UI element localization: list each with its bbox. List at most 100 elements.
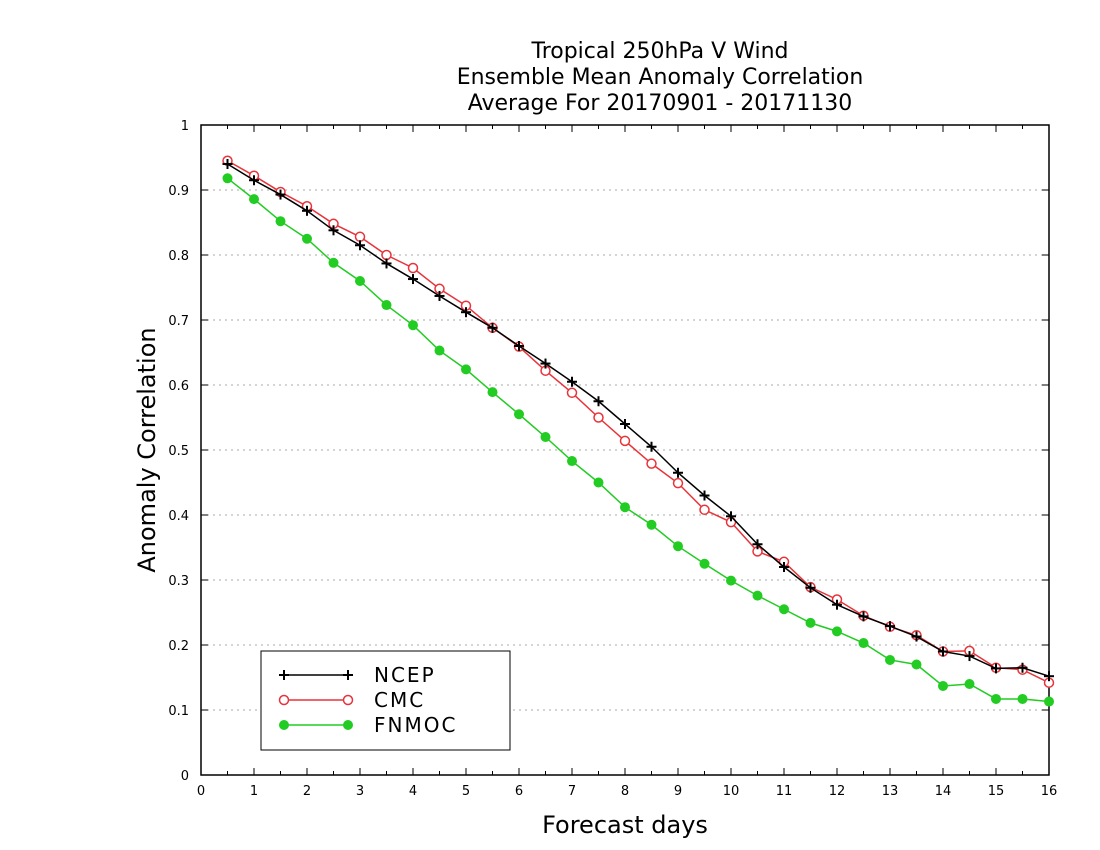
data-point-fnmoc xyxy=(911,659,922,670)
data-point-ncep xyxy=(858,611,869,622)
data-point-fnmoc xyxy=(832,626,842,637)
legend-marker xyxy=(343,670,353,680)
y-tick-label: 0.3 xyxy=(168,574,189,589)
data-point-ncep xyxy=(620,419,630,429)
legend-marker xyxy=(279,720,289,730)
y-tick-label: 0.2 xyxy=(168,639,189,654)
series-line-cmc xyxy=(227,160,1050,684)
x-tick-label: 12 xyxy=(829,784,846,799)
data-point-fnmoc xyxy=(593,477,604,488)
data-point-cmc xyxy=(407,262,419,274)
y-tick-label: 1 xyxy=(181,119,189,134)
data-point-ncep xyxy=(991,663,1001,674)
data-point-ncep xyxy=(222,159,233,169)
data-point-fnmoc xyxy=(514,409,524,420)
data-point-fnmoc xyxy=(461,364,471,375)
data-point-ncep xyxy=(726,511,736,522)
x-axis-label: Forecast days xyxy=(542,811,708,839)
data-point-fnmoc xyxy=(487,387,498,398)
legend-label: NCEP xyxy=(374,663,436,687)
data-point-ncep xyxy=(593,396,604,407)
x-tick-label: 3 xyxy=(356,784,364,799)
data-point-ncep xyxy=(805,582,816,593)
data-point-ncep xyxy=(487,322,498,333)
x-tick-label: 2 xyxy=(303,784,311,799)
series-group xyxy=(222,155,1055,707)
legend-marker xyxy=(342,694,354,706)
series-line-ncep xyxy=(227,163,1050,677)
data-point-ncep xyxy=(567,376,577,387)
data-point-fnmoc xyxy=(752,590,763,601)
y-tick-label: 0.5 xyxy=(168,444,189,459)
data-point-cmc xyxy=(354,231,366,243)
data-point-fnmoc xyxy=(964,679,975,689)
y-tick-label: 0.6 xyxy=(168,379,189,394)
data-point-ncep xyxy=(302,205,312,216)
data-point-cmc xyxy=(381,249,392,261)
data-point-ncep xyxy=(381,258,392,269)
data-point-ncep xyxy=(832,599,842,610)
data-point-ncep xyxy=(911,631,922,642)
data-point-fnmoc xyxy=(646,519,657,530)
data-point-fnmoc xyxy=(355,276,365,286)
x-tick-label: 0 xyxy=(197,784,205,799)
data-point-cmc xyxy=(619,435,631,447)
data-point-cmc xyxy=(593,412,604,423)
legend-item-fnmoc: FNMOC xyxy=(279,713,457,737)
x-tick-label: 9 xyxy=(674,784,682,799)
x-tick-label: 1 xyxy=(250,784,258,799)
legend-marker xyxy=(279,670,289,680)
x-tick-label: 11 xyxy=(776,784,793,799)
data-point-ncep xyxy=(249,175,259,186)
y-tick-label: 0.1 xyxy=(168,704,189,719)
y-tick-label: 0.4 xyxy=(168,509,189,524)
series-cmc xyxy=(222,155,1055,688)
data-point-fnmoc xyxy=(938,680,948,691)
grid xyxy=(201,189,1049,711)
data-point-cmc xyxy=(699,504,710,516)
x-tick-label: 15 xyxy=(988,784,1005,799)
data-point-fnmoc xyxy=(779,604,789,615)
data-point-fnmoc xyxy=(302,233,312,244)
data-point-fnmoc xyxy=(726,575,736,586)
x-tick-label: 8 xyxy=(621,784,629,799)
title-line: Ensemble Mean Anomaly Correlation xyxy=(457,65,864,90)
x-tick-label: 16 xyxy=(1041,784,1058,799)
legend-label: CMC xyxy=(374,688,425,712)
data-point-fnmoc xyxy=(673,541,683,552)
data-point-ncep xyxy=(1044,671,1054,682)
data-point-ncep xyxy=(355,240,365,251)
data-point-ncep xyxy=(699,490,710,501)
data-point-ncep xyxy=(461,307,471,318)
legend-item-cmc: CMC xyxy=(278,688,425,712)
y-tick-label: 0.9 xyxy=(168,184,189,199)
data-point-ncep xyxy=(434,290,445,301)
data-point-fnmoc xyxy=(328,257,339,268)
data-point-fnmoc xyxy=(381,300,392,311)
x-tick-label: 4 xyxy=(409,784,417,799)
data-point-ncep xyxy=(938,646,948,657)
data-point-fnmoc xyxy=(991,693,1001,704)
data-point-cmc xyxy=(672,477,684,489)
title-line: Average For 20170901 - 20171130 xyxy=(468,91,853,116)
data-point-fnmoc xyxy=(540,432,551,442)
legend-label: FNMOC xyxy=(374,713,457,737)
data-point-cmc xyxy=(646,458,657,469)
y-axis-label: Anomaly Correlation xyxy=(133,327,161,572)
y-tick-label: 0.8 xyxy=(168,249,189,264)
data-point-fnmoc xyxy=(408,320,418,331)
data-point-ncep xyxy=(1017,662,1028,673)
data-point-ncep xyxy=(752,539,763,550)
data-point-ncep xyxy=(540,358,551,369)
legend-item-ncep: NCEP xyxy=(279,663,436,687)
data-point-ncep xyxy=(673,467,683,478)
series-fnmoc xyxy=(222,173,1054,707)
data-point-fnmoc xyxy=(699,558,710,569)
x-tick-label: 6 xyxy=(515,784,523,799)
series-ncep xyxy=(222,159,1054,682)
data-point-ncep xyxy=(646,441,657,452)
data-point-fnmoc xyxy=(620,502,630,513)
